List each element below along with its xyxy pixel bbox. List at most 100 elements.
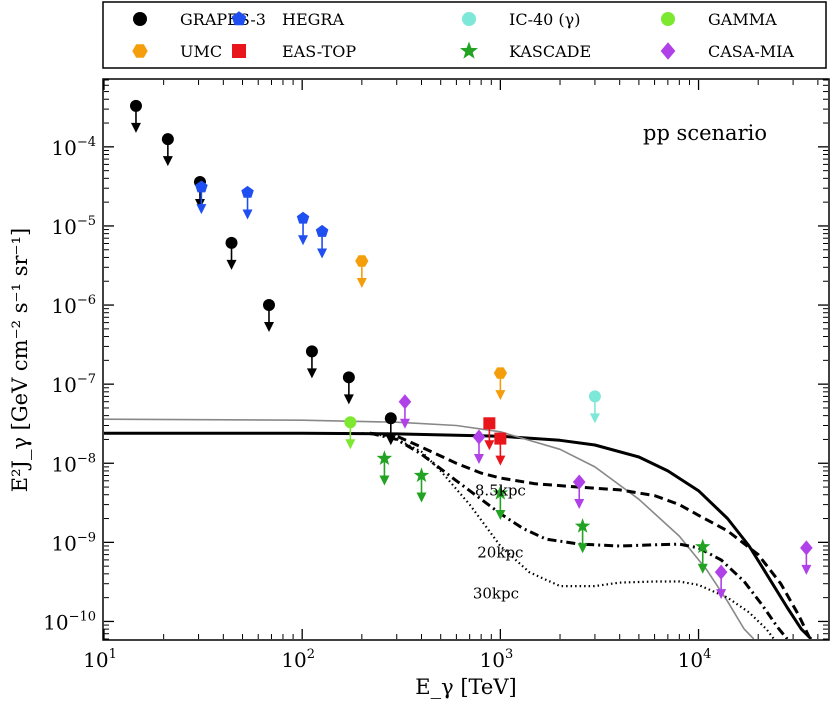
legend-entry-kascade: KASCADE [460,41,591,61]
plot-frame [102,78,830,641]
point-kascade-2 [413,467,430,503]
marker-umc [355,255,369,267]
upper-limit-arrow-head [589,413,600,424]
marker-kascade [574,518,591,533]
axis-ticks: 101 102 103 104 10−10 10−9 10−8 10−7 10−6 10−5 10−… [43,79,828,672]
upper-limit-arrow-head [473,453,484,464]
point-casa-mia-4 [714,564,728,600]
legend-marker-umc [132,44,148,58]
upper-limit-arrow-head [194,198,205,209]
point-grapes-3-7 [342,371,355,405]
marker-casa-mia [572,474,586,490]
legend-label-hegra: HEGRA [282,10,344,29]
upper-limit-arrow-head [385,435,396,446]
legend-entry-ic-40: IC-40 (γ) [462,10,580,29]
legend-label-ic-40: IC-40 (γ) [509,10,580,29]
upper-limit-arrow-head [484,440,495,451]
curve-thin [104,418,755,639]
upper-limit-arrow-head [343,394,354,405]
marker-casa-mia [472,429,486,445]
y-tick-label: 10−8 [51,451,96,476]
upper-limit-arrow-head [226,259,237,270]
legend-marker-kascade [460,41,478,59]
marker-gamma [344,416,357,429]
point-eas-top-1 [483,417,496,451]
point-grapes-3-8 [384,412,397,446]
data-points [129,99,813,600]
curve-label-30kpc: 30kpc [473,585,519,603]
x-tick-label: 104 [678,647,712,672]
x-tick-label: 101 [83,647,117,672]
point-grapes-3-4 [225,236,238,270]
marker-ic-40 [588,390,601,403]
marker-casa-mia [714,564,728,580]
point-kascade-3 [492,485,509,521]
x-tick-label: 102 [281,647,315,672]
marker-hegra [195,180,208,193]
point-gamma-1 [344,416,357,450]
legend-entry-hegra: HEGRA [231,10,344,29]
upper-limit-arrow-head [306,368,317,379]
point-kascade-5 [695,538,711,574]
upper-limit-arrow-head [495,390,506,401]
curve-labels: 8.5kpc 20kpc 30kpc [473,482,526,603]
marker-casa-mia [398,394,412,410]
upper-limit-arrow-head [574,498,585,509]
upper-limit-arrow-head [356,278,367,289]
legend-entry-umc: UMC [132,42,222,61]
y-tick-label: 10−10 [43,609,96,634]
marker-hegra [315,224,329,237]
point-casa-mia-1 [398,394,412,429]
upper-limit-arrow-head [317,248,328,259]
point-casa-mia-2 [472,429,486,464]
marker-grapes-3 [262,299,275,312]
y-tick-label: 10−9 [51,530,96,555]
x-tick-label: 103 [479,647,513,672]
legend: GRAPES-3 HEGRA IC-40 (γ) GAMMA UMC EAS-TOP KAS… [102,1,827,69]
marker-kascade [413,467,430,483]
upper-limit-arrow-head [130,122,141,133]
point-eas-top-2 [494,432,507,466]
marker-hegra [296,211,310,224]
y-tick-label: 10−7 [51,372,96,397]
curve-label-20kpc: 20kpc [477,544,523,562]
curve-label-8-5kpc: 8.5kpc [475,482,526,500]
marker-umc [493,367,507,379]
legend-marker-grapes-3 [133,12,147,26]
marker-grapes-3 [225,236,238,249]
legend-marker-eas-top [232,44,246,58]
y-tick-label: 10−4 [51,135,96,160]
marker-grapes-3 [384,412,397,425]
legend-marker-casa-mia [660,42,676,60]
curve-30kpc [361,432,775,639]
marker-kascade [376,450,393,465]
legend-label-kascade: KASCADE [509,42,591,61]
upper-limit-arrow-head [196,204,207,215]
upper-limit-arrow-head [801,564,812,575]
marker-kascade [492,485,509,500]
point-grapes-3-3 [193,175,206,209]
upper-limit-arrow-head [697,563,708,574]
curve-20kpc [369,431,789,639]
legend-label-umc: UMC [180,42,222,61]
legend-marker-ic-40 [462,12,476,26]
upper-limit-arrow-head [495,510,506,521]
marker-eas-top [483,417,496,430]
upper-limit-arrow-head [263,322,274,333]
point-hegra-1 [195,180,208,215]
curve-8-5kpc [369,431,811,637]
upper-limit-arrow-head [242,209,253,220]
point-grapes-3-1 [129,99,142,133]
point-ic-40-1 [588,390,601,424]
x-axis-label: E_γ [TeV] [415,675,516,699]
marker-grapes-3 [129,99,142,112]
point-grapes-3-6 [305,345,318,379]
point-casa-mia-5 [800,540,813,575]
annotation-pp-scenario: pp scenario [643,121,767,145]
point-hegra-3 [296,211,310,246]
marker-casa-mia [800,540,813,556]
point-grapes-3-2 [161,133,174,167]
upper-limit-arrow-head [577,543,588,554]
legend-entry-gamma: GAMMA [661,10,777,29]
